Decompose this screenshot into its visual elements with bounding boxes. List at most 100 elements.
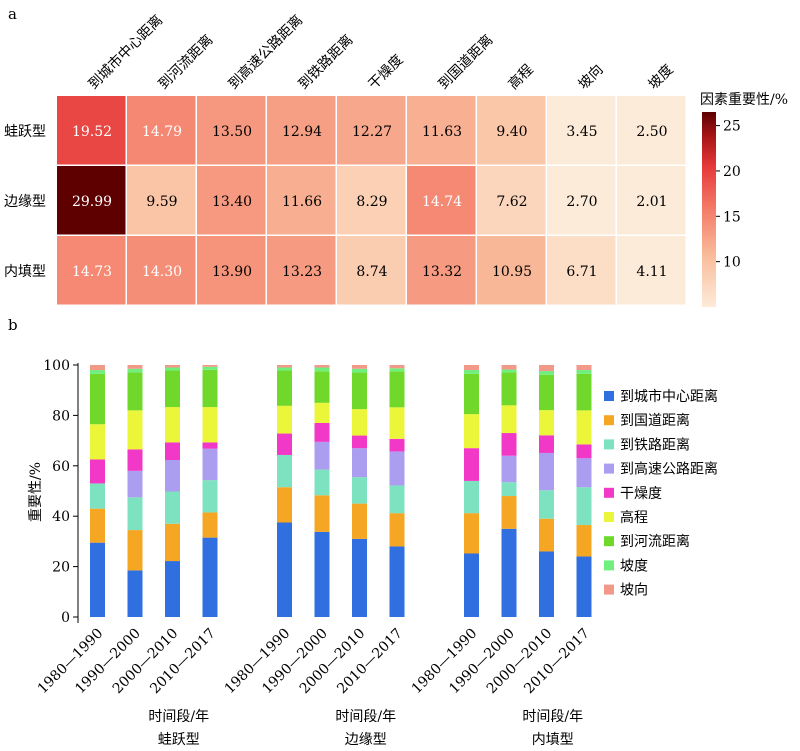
legend-swatch [604, 439, 614, 450]
heatmap-cell [57, 166, 126, 235]
bar-segment [314, 469, 330, 496]
bar-segment [165, 365, 180, 368]
bar-segment [165, 460, 180, 492]
bar-segment [352, 368, 367, 373]
heatmap-cell [407, 236, 476, 305]
heatmap-cell [337, 236, 406, 305]
bar-segment [202, 369, 218, 408]
bar-segment [127, 365, 143, 369]
bar-segment [314, 367, 330, 372]
bar-segment [314, 441, 330, 470]
heatmap-value-label: 13.90 [212, 264, 252, 280]
legend-label: 坡向 [620, 583, 648, 599]
colorbar-title: 因素重要性/% [700, 92, 788, 108]
bar-segment [90, 483, 105, 509]
bar-segment [127, 368, 143, 373]
bar-segment [539, 518, 554, 552]
heatmap-value-label: 13.32 [422, 264, 462, 280]
heatmap-value-label: 3.45 [566, 124, 597, 140]
bar-segment [464, 365, 479, 371]
bar-segment [277, 405, 292, 434]
y-axis-ticks: 0 20 40 60 80 100 [43, 358, 78, 626]
legend-label: 干燥度 [620, 486, 662, 502]
bar-segment [464, 553, 479, 617]
colorbar-ticks: 10 15 20 25 [716, 119, 741, 271]
heatmap-row-label: 内填型 [4, 264, 46, 280]
bar-segment [576, 525, 592, 557]
y-tick-label: 60 [52, 459, 70, 475]
bar-segment [352, 372, 367, 410]
bar-segment [539, 365, 554, 372]
bar-segment [389, 513, 405, 547]
heatmap-cell [407, 166, 476, 235]
heatmap-cell [197, 96, 266, 165]
bar-segment [127, 497, 143, 531]
bar-segment [277, 365, 292, 368]
legend-swatch [604, 512, 614, 522]
bar-segment [352, 503, 367, 539]
y-axis-label: 重要性/% [28, 462, 44, 522]
bar-segment [352, 365, 367, 369]
heatmap-value-label: 13.23 [282, 264, 322, 280]
colorbar-tick-label: 15 [723, 209, 741, 225]
colorbar-tick-label: 20 [723, 164, 741, 180]
panel-label-b: b [8, 316, 18, 334]
heatmap-cell [407, 96, 476, 165]
bar-segment [576, 365, 592, 371]
colorbar-tick-label: 25 [723, 119, 741, 135]
heatmap-cell [57, 236, 126, 305]
heatmap-value-label: 4.11 [636, 264, 667, 280]
bar-segment [576, 373, 592, 411]
heatmap-cell [617, 236, 686, 305]
group-name: 内填型 [532, 732, 574, 747]
bar-segment [314, 371, 330, 403]
bar-segment [501, 405, 517, 434]
legend-label: 到国道距离 [620, 412, 690, 429]
bar-segment [501, 528, 517, 617]
heatmap-cell [547, 96, 616, 165]
heatmap-column-label: 到国道距离 [435, 31, 497, 93]
bar-segment [464, 480, 479, 514]
bar-segment [352, 409, 367, 436]
y-tick-label: 80 [52, 408, 70, 424]
bar-segment [127, 570, 143, 617]
bar-segment [165, 442, 180, 461]
bar-segment [314, 402, 330, 423]
bar-segment [165, 367, 180, 371]
heatmap-value-label: 14.30 [142, 264, 182, 280]
bar-segment [389, 371, 405, 408]
bar-segment [576, 458, 592, 488]
bar-segment [501, 455, 517, 483]
bar-segment [501, 482, 517, 497]
bar-segment [352, 448, 367, 478]
heatmap-cell [337, 96, 406, 165]
bar-segment [576, 556, 592, 617]
bar-segment [90, 424, 105, 460]
bar-segment [501, 433, 517, 456]
heatmap-cell [267, 166, 336, 235]
legend-label: 到高速公路距离 [620, 461, 718, 478]
heatmap-row-label: 蛙跃型 [4, 124, 46, 140]
legend-swatch [604, 463, 614, 474]
group-name: 蛙跃型 [158, 732, 200, 747]
heatmap-value-label: 12.27 [352, 124, 392, 140]
bar-segment [539, 490, 554, 519]
heatmap-cell [477, 236, 546, 305]
colorbar [702, 112, 716, 307]
panel-label-a: a [8, 5, 17, 23]
bar-segment [352, 435, 367, 449]
heatmap-cell [477, 96, 546, 165]
heatmap-value-label: 14.74 [422, 194, 462, 210]
group-name: 边缘型 [345, 732, 387, 747]
heatmap-value-label: 14.79 [142, 124, 182, 140]
legend-swatch [604, 487, 614, 498]
heatmap-cell [547, 236, 616, 305]
bar-segment [352, 538, 367, 617]
bar-segment [389, 438, 405, 452]
bar-segment [389, 365, 405, 369]
